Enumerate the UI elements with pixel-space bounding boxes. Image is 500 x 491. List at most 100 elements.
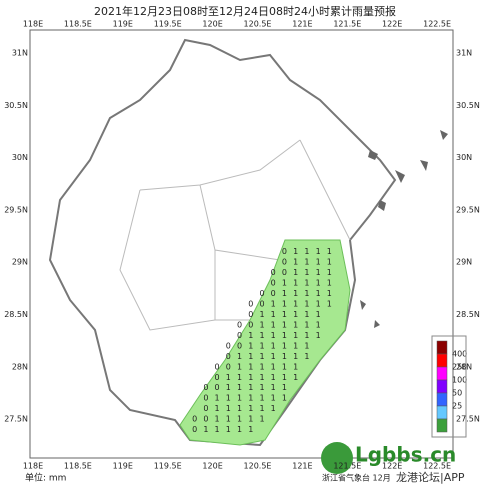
rain-value: 1 <box>327 258 332 267</box>
rain-value: 1 <box>226 415 231 424</box>
rain-value: 1 <box>248 425 253 434</box>
legend-swatch <box>436 379 448 394</box>
district-lines <box>119 139 351 331</box>
rain-value: 0 <box>192 415 197 424</box>
rain-value: 1 <box>304 268 309 277</box>
rain-value: 1 <box>304 352 309 361</box>
rain-value: 1 <box>271 331 276 340</box>
rain-value: 1 <box>282 310 287 319</box>
legend-label: 400 <box>452 350 467 359</box>
rain-value: 1 <box>215 415 220 424</box>
rain-value: 1 <box>293 362 298 371</box>
rain-value: 1 <box>271 341 276 350</box>
rain-value: 1 <box>271 404 276 413</box>
lon-label: 122E <box>382 20 402 29</box>
legend-label: 100 <box>452 376 467 385</box>
lon-label: 121E <box>292 462 312 471</box>
rain-value: 1 <box>259 310 264 319</box>
rain-value: 1 <box>304 289 309 298</box>
rain-value: 1 <box>237 352 242 361</box>
title: 2021年12月23日08时至12月24日08时24小时累计雨量预报 <box>94 4 396 18</box>
rain-value: 1 <box>237 394 242 403</box>
rain-value: 0 <box>259 289 264 298</box>
legend-swatch <box>436 340 448 355</box>
rain-value: 0 <box>226 341 231 350</box>
lon-label: 120.5E <box>244 462 272 471</box>
rain-value: 1 <box>327 289 332 298</box>
lon-label: 118E <box>23 462 43 471</box>
rain-value: 1 <box>293 279 298 288</box>
lon-label: 119E <box>113 20 133 29</box>
legend-swatch <box>436 392 448 407</box>
rain-value: 0 <box>282 258 287 267</box>
rain-value: 0 <box>203 383 208 392</box>
rain-value: 1 <box>304 247 309 256</box>
rain-value: 0 <box>248 300 253 309</box>
rain-value: 1 <box>237 383 242 392</box>
lon-label: 121.5E <box>333 462 361 471</box>
watermark-sub: 龙港论坛|APP <box>396 470 465 484</box>
rain-value: 1 <box>316 247 321 256</box>
rain-value: 1 <box>316 320 321 329</box>
rain-value: 0 <box>271 268 276 277</box>
rain-value: 1 <box>237 404 242 413</box>
lon-label: 119.5E <box>154 462 182 471</box>
rain-value: 1 <box>293 310 298 319</box>
lon-label: 122.5E <box>423 462 451 471</box>
rain-value: 1 <box>259 362 264 371</box>
unit: 单位: mm <box>25 472 66 484</box>
lon-label: 121E <box>292 20 312 29</box>
rain-value: 0 <box>226 362 231 371</box>
province-outline <box>48 38 397 447</box>
rain-value: 1 <box>248 404 253 413</box>
lat-label: 29.5N <box>4 205 28 214</box>
rain-value: 1 <box>327 279 332 288</box>
rain-value: 1 <box>327 247 332 256</box>
rain-value: 1 <box>293 352 298 361</box>
rain-value: 0 <box>248 310 253 319</box>
rain-value: 1 <box>304 331 309 340</box>
rain-value: 1 <box>327 268 332 277</box>
lon-label: 118.5E <box>64 462 92 471</box>
lat-label: 27.5N <box>456 415 480 424</box>
lon-label: 121.5E <box>333 20 361 29</box>
rain-value: 1 <box>282 279 287 288</box>
rain-value: 1 <box>259 341 264 350</box>
legend-frame <box>431 335 467 438</box>
rain-value: 1 <box>215 394 220 403</box>
lat-label: 28.5N <box>4 310 28 319</box>
rain-value: 1 <box>259 415 264 424</box>
rain-value: 1 <box>237 425 242 434</box>
rain-value: 1 <box>271 383 276 392</box>
rain-value: 1 <box>293 373 298 382</box>
rain-value: 1 <box>248 394 253 403</box>
rain-value: 1 <box>271 310 276 319</box>
rain-value: 1 <box>248 373 253 382</box>
rain-value: 1 <box>271 352 276 361</box>
rain-value: 0 <box>248 320 253 329</box>
legend-swatch <box>436 353 448 368</box>
legend-label: 25 <box>452 402 462 411</box>
rain-value: 1 <box>293 341 298 350</box>
legend-swatch <box>436 418 448 433</box>
rain-value: 1 <box>304 310 309 319</box>
logo <box>321 442 353 474</box>
rain-value: 1 <box>248 415 253 424</box>
lon-label: 118.5E <box>64 20 92 29</box>
rain-value: 1 <box>226 394 231 403</box>
rain-value: 1 <box>282 373 287 382</box>
rain-value: 1 <box>327 300 332 309</box>
lon-label: 122E <box>382 462 402 471</box>
rain-value: 1 <box>304 300 309 309</box>
rain-value: 1 <box>282 289 287 298</box>
lon-label: 119E <box>113 462 133 471</box>
rain-value: 0 <box>192 425 197 434</box>
rain-value: 1 <box>282 362 287 371</box>
rain-value: 1 <box>259 320 264 329</box>
footer: 浙江省气象台 12月 <box>322 473 391 483</box>
rain-value: 1 <box>293 289 298 298</box>
lat-label: 29.5N <box>456 205 480 214</box>
lon-label: 119.5E <box>154 20 182 29</box>
rain-value: 1 <box>293 331 298 340</box>
